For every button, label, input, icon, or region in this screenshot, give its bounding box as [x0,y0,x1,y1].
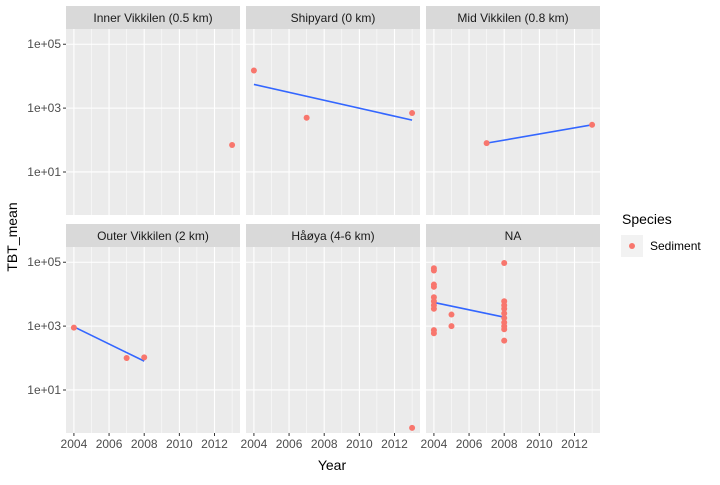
data-point [430,305,437,312]
x-tick-label: 2010 [526,437,553,451]
facet-strip [66,6,240,29]
data-point [303,114,310,121]
panel-background [66,29,240,215]
data-point [501,326,508,333]
data-point [409,424,416,431]
x-tick-label: 2008 [131,437,158,451]
data-point [501,259,508,266]
facet-panel: Inner Vikkilen (0.5 km) [66,6,240,215]
x-tick-label: 2012 [201,437,228,451]
facet-strip-title: NA [505,229,522,243]
legend-title: Species [622,211,672,227]
data-point [229,141,236,148]
legend-label-sediment: Sediment [650,239,701,253]
trend-line [253,83,413,121]
data-point [123,355,130,362]
facet-panel: NA [426,224,600,433]
y-tick-label: 1e+05 [27,37,61,51]
x-tick-label: 2004 [241,437,268,451]
x-axis-title: Year [318,457,347,473]
y-axis-title: TBT_mean [4,202,20,271]
facet-strip [66,224,240,247]
x-tick-label: 2006 [96,437,123,451]
legend: Species Sediment [621,211,701,257]
panel-background [426,29,600,215]
x-tick-label: 2008 [311,437,338,451]
facet-strip [426,6,600,29]
data-point [70,324,77,331]
panel-background [246,247,420,433]
x-axis: 2004 2006 2008 2010 2012 2004 2006 2008 2010 2012… [61,433,588,451]
trend-line [73,326,145,362]
x-tick-label: 2012 [561,437,588,451]
trend-line [433,301,505,318]
data-point [430,283,437,290]
x-tick-label: 2012 [381,437,408,451]
x-tick-label: 2004 [421,437,448,451]
facet-strip-title: Outer Vikkilen (2 km) [97,229,209,243]
panel-background [66,247,240,433]
data-point [501,337,508,344]
x-tick-label: 2010 [166,437,193,451]
facet-strip-title: Inner Vikkilen (0.5 km) [93,11,212,25]
y-tick-label: 1e+05 [27,255,61,269]
facet-panels: Inner Vikkilen (0.5 km) Shipyard (0 km) Mi… [66,6,600,433]
x-tick-label: 2004 [61,437,88,451]
y-tick-label: 1e+03 [27,319,61,333]
legend-key-point [629,243,635,249]
facet-strip-title: Mid Vikkilen (0.8 km) [457,11,568,25]
data-point [448,323,455,330]
facet-panel: Shipyard (0 km) [246,6,420,215]
y-axis: 1e+01 1e+03 1e+05 1e+01 1e+03 1e+05 [27,37,66,397]
y-tick-label: 1e+01 [27,165,61,179]
facet-strip [246,6,420,29]
facet-panel: Håøya (4-6 km) [246,224,420,433]
data-point [501,310,508,317]
panel-background [426,247,600,433]
trend-line [486,124,593,144]
facet-strip [246,224,420,247]
data-point [501,314,508,321]
x-tick-label: 2006 [276,437,303,451]
y-tick-label: 1e+01 [27,383,61,397]
panel-background [246,29,420,215]
data-point [250,67,257,74]
data-point [448,311,455,318]
x-tick-label: 2008 [491,437,518,451]
facet-strip [426,224,600,247]
facet-strip-title: Håøya (4-6 km) [291,229,374,243]
facet-strip-title: Shipyard (0 km) [291,11,376,25]
facet-panel: Mid Vikkilen (0.8 km) [426,6,600,215]
data-point [409,110,416,117]
data-point [430,330,437,337]
data-point [141,354,148,361]
x-tick-label: 2006 [456,437,483,451]
x-tick-label: 2010 [346,437,373,451]
data-point [483,140,490,147]
y-tick-label: 1e+03 [27,101,61,115]
facet-panel: Outer Vikkilen (2 km) [66,224,240,433]
data-point [430,267,437,274]
data-point [589,121,596,128]
data-point [501,305,508,312]
